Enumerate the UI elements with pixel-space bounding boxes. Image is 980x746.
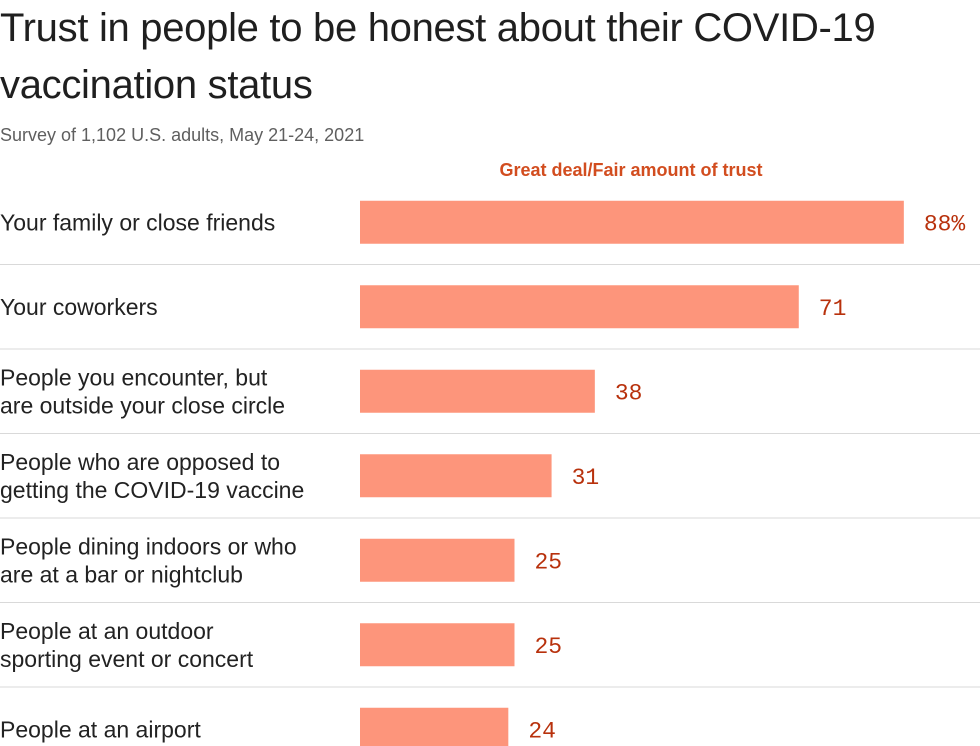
category-label-line: People who are opposed to	[0, 449, 280, 475]
category-label-line: People you encounter, but	[0, 364, 268, 390]
category-label-line: are at a bar or nightclub	[0, 561, 243, 587]
value-label: 38	[615, 380, 643, 406]
bar	[360, 369, 595, 413]
bar	[360, 707, 509, 746]
category-label-line: People at an airport	[0, 716, 201, 742]
value-label: 25	[535, 634, 563, 660]
value-label: 71	[819, 296, 847, 322]
category-label: People who are opposed to getting the COV…	[0, 449, 304, 503]
bar	[360, 454, 552, 498]
category-label-line: Your family or close friends	[0, 209, 275, 235]
category-label: People at an airport	[0, 716, 201, 742]
category-label-line: Your coworkers	[0, 294, 158, 320]
category-label: People at an outdoor sporting event or co…	[0, 618, 254, 672]
legend-label: Great deal/Fair amount of trust	[499, 160, 762, 180]
category-label: People you encounter, but are outside you…	[0, 364, 285, 418]
category-label: Your coworkers	[0, 294, 158, 320]
category-label-line: People at an outdoor	[0, 618, 214, 644]
category-label-line: getting the COVID-19 vaccine	[0, 477, 304, 503]
category-label: People dining indoors or who are at a bar…	[0, 533, 297, 587]
chart-subtitle: Survey of 1,102 U.S. adults, May 21-24, …	[0, 125, 365, 145]
value-label: 25	[535, 549, 563, 575]
bar	[360, 200, 904, 244]
value-label: 24	[528, 718, 556, 744]
chart-title: Trust in people to be honest about their…	[0, 6, 876, 107]
category-label-line: People dining indoors or who	[0, 533, 297, 559]
value-label: 31	[572, 465, 600, 491]
bar	[360, 623, 515, 667]
value-label: 88%	[924, 211, 966, 237]
category-label-line: sporting event or concert	[0, 646, 254, 672]
bar-chart: Great deal/Fair amount of trust 88% Your f…	[0, 160, 980, 746]
category-label-line: are outside your close circle	[0, 392, 285, 418]
category-label: Your family or close friends	[0, 209, 275, 235]
bar	[360, 538, 515, 582]
bar	[360, 285, 799, 329]
